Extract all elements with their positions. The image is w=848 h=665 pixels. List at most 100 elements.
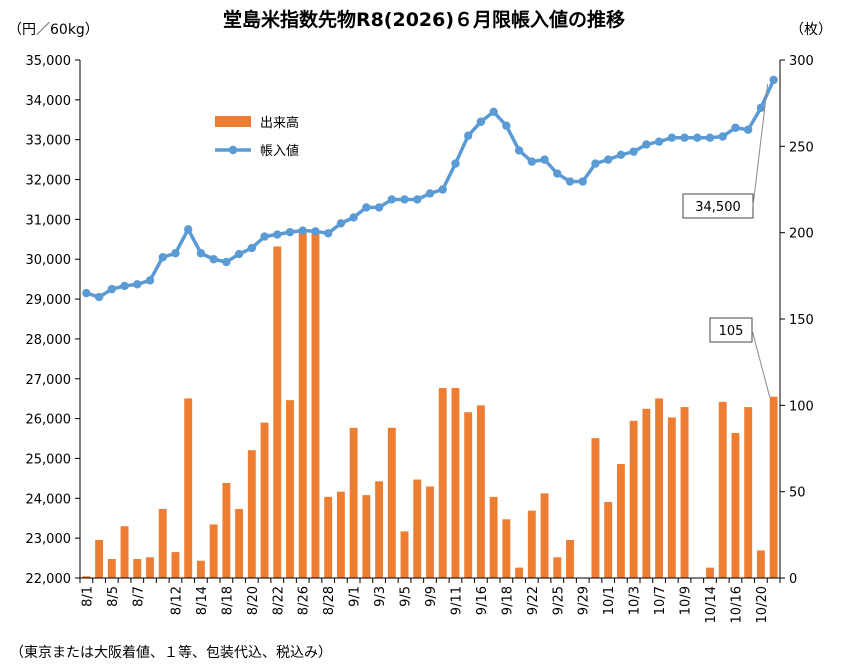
x-tick-label: 9/9 [424,586,439,607]
volume-bar [260,422,269,578]
left-tick-label: 25,000 [26,452,72,467]
settlement-point [425,189,435,198]
legend-volume-swatch [215,116,251,127]
settlement-point [260,232,269,241]
x-tick-label: 10/3 [628,586,643,615]
settlement-point [565,177,575,186]
volume-bar [706,567,714,578]
settlement-point [209,255,218,264]
left-tick-label: 34,000 [26,94,72,109]
volume-bar [362,495,371,578]
settlement-point [680,133,689,142]
settlement-point [94,292,104,302]
volume-bar [222,483,231,578]
x-tick-label: 9/29 [577,586,592,615]
settlement-point [667,133,677,142]
volume-bar [349,427,358,578]
volume-bar [196,560,205,578]
volume-bar [247,450,256,578]
volume-bar [527,510,536,578]
settlement-point [514,146,524,155]
x-tick-label: 9/22 [526,586,541,615]
x-tick-label: 10/14 [704,586,719,623]
legend-settlement-label: 帳入値 [260,143,299,159]
volume-bar [82,576,91,578]
x-tick-label: 8/1 [80,586,95,607]
right-tick-label: 100 [789,399,814,414]
settlement-point [642,140,651,149]
volume-bar [553,557,562,578]
settlement-point [133,280,142,289]
x-tick-label: 8/14 [195,586,210,615]
volume-bar [146,557,154,578]
volume-bar [400,531,409,578]
right-tick-label: 300 [789,54,814,69]
volume-bar [120,526,129,578]
volume-bar [413,479,422,578]
left-tick-label: 28,000 [26,333,72,348]
x-tick-label: 10/20 [755,586,770,623]
left-tick-label: 24,000 [26,492,72,507]
x-tick-label: 9/16 [475,586,490,615]
settlement-line [85,79,776,299]
volume-bar [604,502,613,578]
x-tick-label: 8/18 [220,586,235,615]
right-tick-label: 0 [789,572,797,587]
settlement-point [362,203,371,212]
left-tick-label: 22,000 [26,572,72,587]
left-tick-label: 31,000 [26,213,72,228]
settlement-point [234,249,244,259]
settlement-point [145,276,155,285]
volume-bar [464,412,473,578]
settlement-point [591,159,600,168]
settlement-point [298,226,307,235]
settlement-point [718,132,727,141]
volume-bar [515,567,524,578]
x-tick-label: 10/1 [602,586,617,615]
volume-bar [540,493,549,578]
x-tick-label: 10/9 [679,586,694,615]
x-tick-label: 8/22 [271,586,286,615]
volume-bar [642,408,651,578]
right-tick-label: 250 [789,140,814,155]
settlement-point [476,117,486,126]
settlement-point [400,195,409,204]
volume-bar [566,540,574,578]
x-tick-label: 8/20 [246,586,261,615]
settlement-point [349,213,358,222]
volume-bar [744,407,753,578]
left-tick-label: 26,000 [26,413,72,428]
right-tick-label: 200 [789,227,814,242]
volume-bar [451,388,460,578]
settlement-point [705,133,715,142]
left-tick-label: 30,000 [26,253,72,268]
callout-leader-settlement [752,83,769,207]
left-tick-label: 29,000 [26,293,72,308]
settlement-point [540,155,549,164]
left-tick-label: 35,000 [26,54,72,69]
x-tick-label: 10/7 [653,586,668,615]
volume-bar [680,407,689,578]
x-tick-label: 8/7 [131,586,146,607]
left-tick-label: 23,000 [26,532,72,547]
legend-settlement-marker [228,145,238,155]
volume-bar [502,519,511,578]
callout-leader-volume [751,329,771,397]
settlement-point [578,177,587,186]
settlement-point [553,169,562,178]
x-tick-label: 10/16 [729,586,744,623]
settlement-point [196,249,206,258]
settlement-point [158,253,167,262]
chart-title: 堂島米指数先物R8(2026)６月限帳入値の推移 [222,9,626,31]
settlement-point [654,137,664,146]
settlement-point [285,227,295,237]
left-tick-label: 27,000 [26,373,72,388]
volume-bar [209,524,218,578]
volume-bar [489,496,498,578]
volume-bar [718,401,727,578]
left-tick-label: 33,000 [26,134,72,149]
footnote: （東京または大阪着値、１等、包装代込、税込み） [10,645,332,661]
settlement-point [273,230,282,239]
volume-bar [286,400,294,578]
volume-bar [756,550,765,578]
